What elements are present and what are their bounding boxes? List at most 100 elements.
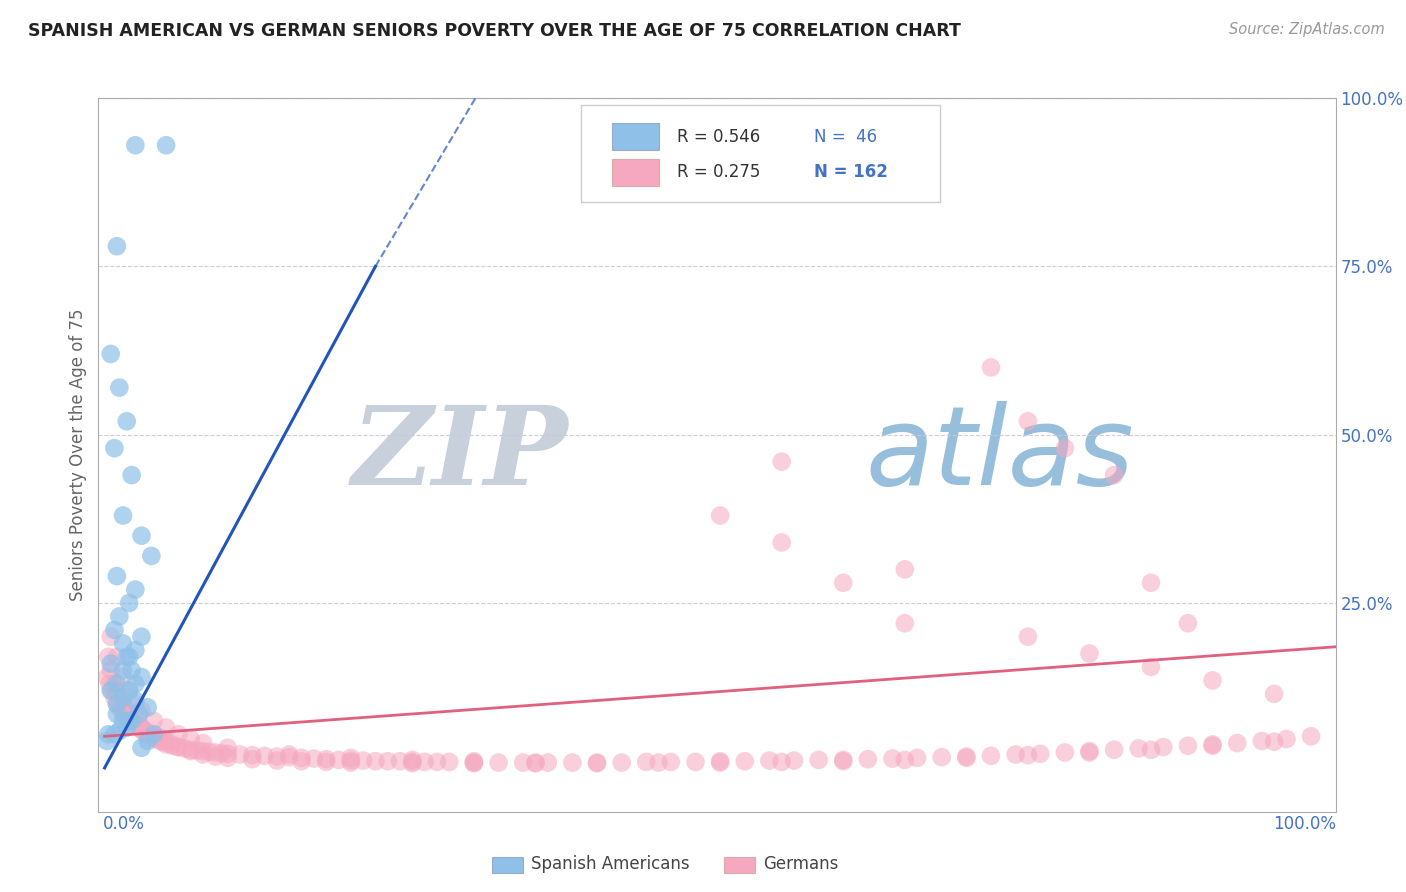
Point <box>1078 744 1101 758</box>
Point <box>115 704 138 718</box>
Point <box>152 735 174 749</box>
Point <box>290 751 312 765</box>
Text: 0.0%: 0.0% <box>104 815 145 833</box>
Point <box>1078 647 1101 661</box>
Point <box>586 756 609 771</box>
Point <box>770 755 793 769</box>
Point <box>1177 739 1199 753</box>
Point <box>807 753 830 767</box>
Point <box>118 649 141 664</box>
Point <box>1017 630 1039 644</box>
Point <box>266 749 288 764</box>
FancyBboxPatch shape <box>581 105 939 202</box>
Point <box>894 562 917 576</box>
Point <box>141 549 163 563</box>
Text: N =  46: N = 46 <box>814 128 877 145</box>
Point <box>463 754 485 768</box>
Point <box>401 753 423 767</box>
Bar <box>612 159 659 186</box>
Point <box>1263 687 1285 701</box>
Text: Spanish Americans: Spanish Americans <box>531 855 690 873</box>
Point <box>191 744 214 758</box>
Point <box>1029 747 1052 761</box>
Point <box>155 734 177 748</box>
Point <box>770 455 793 469</box>
Point <box>1128 741 1150 756</box>
Point <box>121 664 143 678</box>
Point <box>149 734 172 748</box>
Point <box>118 683 141 698</box>
Point <box>124 582 146 597</box>
Point <box>955 751 977 765</box>
Point <box>112 508 135 523</box>
Point <box>118 596 141 610</box>
Point <box>131 630 153 644</box>
Point <box>709 508 731 523</box>
Point <box>155 721 177 735</box>
Point <box>685 755 707 769</box>
Point <box>105 707 128 722</box>
Point <box>121 715 143 730</box>
Point <box>1263 735 1285 749</box>
Point <box>105 677 128 691</box>
Point <box>1226 736 1249 750</box>
Point <box>463 756 485 771</box>
Point <box>413 755 436 769</box>
Point <box>278 750 301 764</box>
Point <box>266 754 288 768</box>
Text: 100.0%: 100.0% <box>1272 815 1336 833</box>
Point <box>364 754 387 768</box>
Point <box>108 690 131 705</box>
Point <box>352 754 374 768</box>
Point <box>132 723 155 737</box>
Point <box>832 754 855 768</box>
Point <box>426 755 449 769</box>
Point <box>512 756 534 770</box>
Point <box>1201 673 1223 688</box>
Point <box>103 441 125 455</box>
Point <box>145 731 167 746</box>
Point <box>149 731 172 745</box>
Point <box>115 414 138 428</box>
Point <box>217 751 239 765</box>
Point <box>105 697 128 711</box>
Point <box>124 697 146 711</box>
Point <box>240 748 263 763</box>
Point <box>98 677 121 691</box>
Point <box>124 677 146 691</box>
Point <box>108 381 131 395</box>
Point <box>96 670 118 684</box>
Point <box>1201 739 1223 753</box>
Point <box>131 704 153 718</box>
Point <box>186 743 208 757</box>
Point <box>131 723 153 737</box>
Point <box>105 683 128 698</box>
Point <box>198 745 221 759</box>
Point <box>103 623 125 637</box>
Point <box>955 749 977 764</box>
Point <box>290 754 312 768</box>
Point <box>377 754 399 768</box>
Point <box>1299 729 1322 743</box>
Point <box>111 704 134 718</box>
Text: R = 0.275: R = 0.275 <box>678 163 761 181</box>
Point <box>100 657 122 671</box>
Point <box>1053 441 1076 455</box>
Point <box>1140 575 1163 590</box>
Point <box>167 727 190 741</box>
Point <box>121 468 143 483</box>
Point <box>524 756 547 770</box>
Text: SPANISH AMERICAN VS GERMAN SENIORS POVERTY OVER THE AGE OF 75 CORRELATION CHART: SPANISH AMERICAN VS GERMAN SENIORS POVER… <box>28 22 960 40</box>
Point <box>315 752 337 766</box>
Point <box>100 347 122 361</box>
Point <box>112 707 135 722</box>
Point <box>112 664 135 678</box>
Point <box>783 754 806 768</box>
Point <box>253 748 276 763</box>
Point <box>128 717 150 731</box>
Point <box>229 747 252 762</box>
Point <box>180 744 202 758</box>
Point <box>647 756 669 770</box>
Point <box>112 670 135 684</box>
Point <box>894 616 917 631</box>
